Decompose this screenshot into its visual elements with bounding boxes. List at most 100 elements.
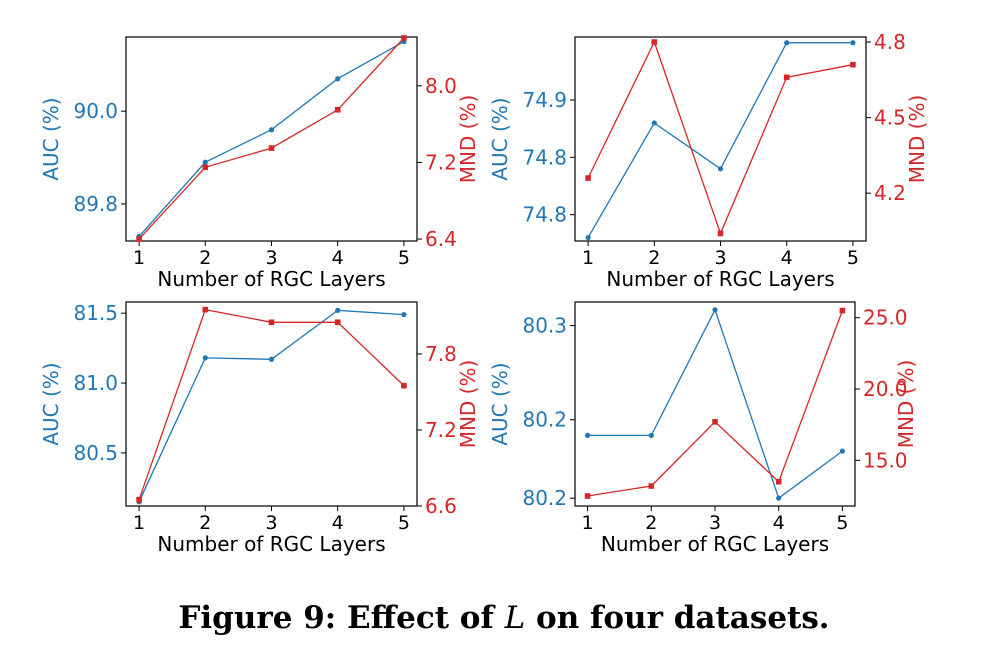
x-axis-label: Number of RGC Layers bbox=[601, 532, 829, 556]
mnd-point bbox=[202, 164, 209, 171]
left-y-tick-label: 80.5 bbox=[73, 441, 118, 465]
auc-point bbox=[784, 40, 790, 46]
caption-symbol: L bbox=[504, 600, 526, 636]
right-y-tick-label: 6.4 bbox=[425, 227, 457, 251]
right-y-tick-label: 7.2 bbox=[425, 150, 457, 174]
left-y-tick-label: 90.0 bbox=[73, 99, 118, 123]
caption-suffix: on four datasets. bbox=[525, 600, 830, 636]
right-y-axis-label: MND (%) bbox=[456, 360, 480, 449]
auc-point bbox=[712, 307, 718, 313]
auc-point bbox=[776, 495, 782, 501]
x-tick-label: 3 bbox=[714, 247, 726, 269]
auc-point bbox=[651, 120, 657, 126]
x-tick-label: 3 bbox=[265, 247, 277, 269]
left-y-tick-label: 80.2 bbox=[522, 486, 567, 510]
panel-3: 1 2 3 4 5 Number of RGC Layers 80.5 81.0 81.5 AUC… bbox=[39, 301, 480, 556]
x-tick-label: 1 bbox=[133, 512, 145, 534]
right-y-tick-label: 20.0 bbox=[863, 377, 908, 401]
auc-point bbox=[268, 127, 275, 133]
auc-series-line bbox=[138, 309, 404, 503]
mnd-point bbox=[775, 478, 782, 485]
mnd-point bbox=[783, 74, 790, 81]
plot-frame bbox=[574, 36, 867, 242]
auc-series-line bbox=[587, 308, 843, 500]
right-y-tick-label: 4.5 bbox=[874, 106, 906, 130]
mnd-point bbox=[651, 39, 658, 45]
mnd-point bbox=[585, 175, 591, 181]
mnd-series-line bbox=[138, 308, 405, 500]
x-tick-label: 1 bbox=[133, 247, 145, 269]
plot-frame bbox=[574, 301, 856, 507]
x-axis-label: Number of RGC Layers bbox=[157, 267, 385, 291]
auc-point bbox=[268, 356, 275, 362]
right-y-tick-label: 15.0 bbox=[863, 448, 908, 472]
left-y-tick-label: 74.8 bbox=[522, 145, 567, 169]
mnd-point bbox=[334, 319, 341, 326]
left-y-tick-label: 81.5 bbox=[73, 301, 118, 325]
mnd-point bbox=[850, 61, 856, 68]
x-tick-label: 4 bbox=[332, 247, 344, 269]
mnd-point bbox=[584, 493, 591, 499]
caption-prefix: Figure 9: Effect of bbox=[178, 600, 505, 636]
panel-2: 1 2 3 4 5 Number of RGC Layers 74.8 74.8 74.9 AUC… bbox=[488, 30, 929, 291]
auc-point bbox=[202, 355, 208, 361]
auc-point bbox=[648, 432, 654, 438]
right-y-tick-label: 4.2 bbox=[874, 181, 906, 205]
panel-4: 1 2 3 4 5 Number of RGC Layers 80.2 80.2 80.3 AUC… bbox=[488, 301, 918, 556]
auc-point bbox=[839, 448, 846, 454]
left-y-tick-label: 74.8 bbox=[522, 203, 567, 227]
mnd-point bbox=[401, 35, 407, 41]
right-y-axis-label: MND (%) bbox=[456, 95, 480, 184]
mnd-point bbox=[136, 236, 142, 242]
mnd-point bbox=[334, 106, 341, 113]
auc-point bbox=[335, 307, 341, 313]
left-y-tick-label: 80.2 bbox=[522, 408, 567, 432]
plot-frame bbox=[125, 36, 418, 242]
mnd-point bbox=[268, 145, 275, 151]
x-tick-label: 5 bbox=[847, 247, 859, 269]
mnd-series-line bbox=[138, 37, 405, 240]
x-tick-label: 2 bbox=[199, 247, 211, 269]
mnd-point bbox=[839, 307, 846, 314]
right-y-tick-label: 7.2 bbox=[425, 418, 457, 442]
mnd-series-line bbox=[587, 40, 854, 236]
auc-point bbox=[335, 76, 341, 82]
x-tick-label: 1 bbox=[582, 247, 594, 269]
mnd-point bbox=[268, 319, 275, 326]
auc-point bbox=[202, 159, 208, 165]
x-tick-label: 4 bbox=[773, 512, 785, 534]
left-y-axis-label: AUC (%) bbox=[488, 97, 512, 180]
x-tick-label: 2 bbox=[645, 512, 657, 534]
x-tick-label: 4 bbox=[781, 247, 793, 269]
right-y-tick-label: 25.0 bbox=[863, 306, 908, 330]
right-y-axis-label: MND (%) bbox=[905, 95, 929, 184]
right-y-tick-label: 6.6 bbox=[425, 494, 457, 518]
x-tick-label: 2 bbox=[648, 247, 660, 269]
figure-caption: Figure 9: Effect of L on four datasets. bbox=[0, 600, 1008, 636]
left-y-axis-label: AUC (%) bbox=[39, 97, 63, 180]
panel-1: 1 2 3 4 5 Number of RGC Layers 89.8 90.0 AUC (%)… bbox=[39, 35, 480, 291]
right-y-tick-label: 4.8 bbox=[874, 30, 906, 54]
x-axis-label: Number of RGC Layers bbox=[606, 267, 834, 291]
left-y-tick-label: 80.3 bbox=[522, 314, 567, 338]
left-y-tick-label: 74.9 bbox=[522, 88, 567, 112]
right-y-tick-label: 8.0 bbox=[425, 74, 457, 98]
mnd-point bbox=[648, 483, 655, 489]
right-y-tick-label: 7.8 bbox=[425, 342, 457, 366]
auc-point bbox=[850, 40, 856, 46]
x-tick-label: 5 bbox=[398, 512, 410, 534]
left-y-axis-label: AUC (%) bbox=[488, 362, 512, 445]
x-tick-label: 3 bbox=[709, 512, 721, 534]
auc-point bbox=[401, 311, 407, 318]
mnd-point bbox=[401, 382, 407, 389]
auc-point bbox=[717, 166, 724, 172]
auc-series-line bbox=[138, 41, 405, 237]
x-tick-label: 5 bbox=[398, 247, 410, 269]
x-tick-label: 5 bbox=[836, 512, 848, 534]
left-y-axis-label: AUC (%) bbox=[39, 362, 63, 445]
x-axis-label: Number of RGC Layers bbox=[157, 532, 385, 556]
left-y-tick-label: 81.0 bbox=[73, 371, 118, 395]
mnd-series-line bbox=[587, 310, 844, 497]
x-tick-label: 2 bbox=[199, 512, 211, 534]
